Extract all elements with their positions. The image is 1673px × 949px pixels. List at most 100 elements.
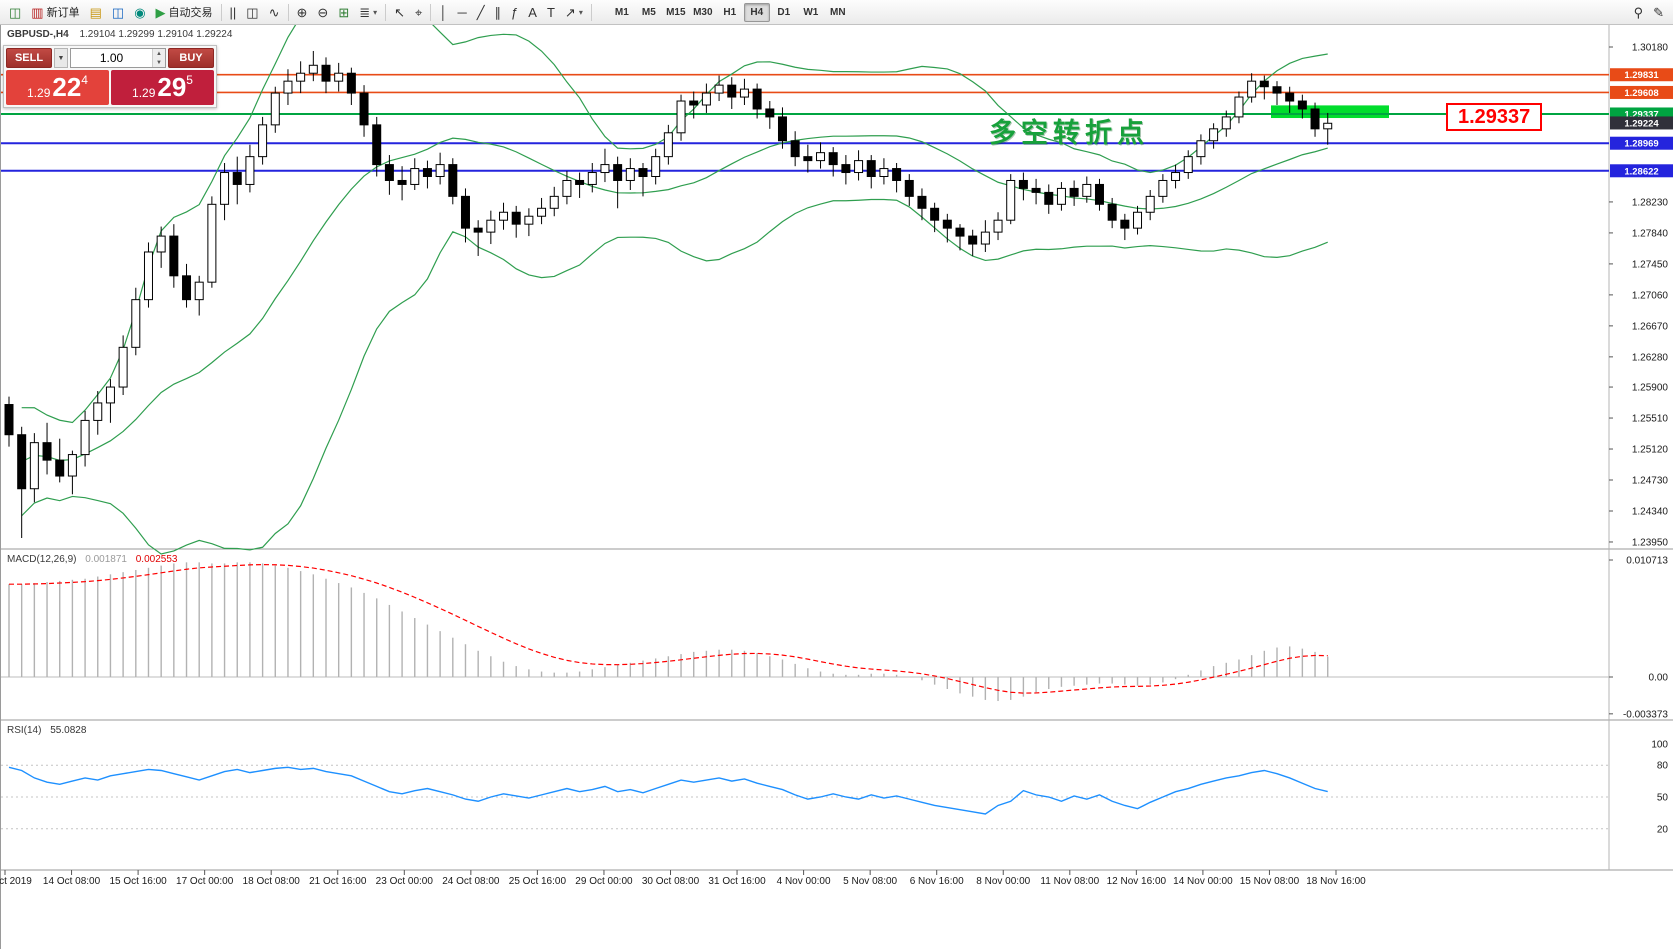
timeframe-H4[interactable]: H4: [743, 2, 770, 22]
label-button[interactable]: T: [546, 4, 555, 20]
profiles-icon[interactable]: ▤: [89, 4, 102, 20]
candle-body: [1056, 187, 1066, 205]
line-chart-button[interactable]: ∿: [268, 4, 280, 20]
bars-chart-button[interactable]: ||: [229, 4, 237, 20]
text-button[interactable]: A: [528, 4, 537, 20]
sell-price-box[interactable]: 1.29 22 4: [6, 70, 109, 105]
price-tag-label: 1.28622: [1624, 166, 1658, 177]
charts-window-icon[interactable]: ◫: [111, 4, 125, 20]
rsi-line: [8, 766, 1328, 815]
hline-button[interactable]: ─: [457, 4, 467, 20]
buy-price-big: 29: [157, 72, 187, 102]
buy-price-box[interactable]: 1.29 29 5: [111, 70, 214, 105]
price-tag: [1610, 85, 1673, 99]
candle-body: [270, 92, 280, 126]
autotrade-button[interactable]: ▶ 自动交易: [155, 4, 213, 20]
new-order-button[interactable]: ▥ 新订单: [31, 4, 80, 20]
timeframe-M30[interactable]: M30: [693, 6, 713, 18]
fibonacci-button[interactable]: ƒ: [511, 4, 519, 20]
search-icon[interactable]: ⚲: [1633, 4, 1644, 20]
timeframe-MN[interactable]: MN: [830, 6, 846, 18]
sell-price-sup: 4: [81, 73, 88, 87]
chart-canvas[interactable]: 1.30180 1.28230 1.27840 1.27450 1.27060 1.266…: [1, 25, 1673, 949]
candle-body: [1171, 172, 1181, 181]
indicators-button[interactable]: ≣ ▾: [359, 4, 378, 20]
zoom-out-button[interactable]: ⊖: [317, 4, 329, 20]
rsi-scale-label: 20: [1657, 824, 1669, 835]
price-scale-label: 1.27450: [1632, 259, 1669, 270]
candle-body: [169, 235, 179, 277]
candle-body: [182, 275, 192, 301]
candle-body: [232, 172, 242, 185]
time-label: 17 Oct 00:00: [176, 876, 234, 887]
candle-body: [1196, 140, 1206, 158]
candle-body: [397, 179, 407, 185]
candle-body: [689, 100, 699, 106]
crosshair-button[interactable]: ⌖: [415, 4, 423, 20]
buy-button[interactable]: BUY: [168, 48, 214, 68]
tile-windows-button[interactable]: ⊞: [338, 4, 350, 20]
timeframe-M1[interactable]: M1: [614, 6, 629, 18]
time-label: 15 Oct 16:00: [109, 876, 167, 887]
candle-body: [131, 299, 141, 348]
price-scale-label: 1.26670: [1632, 321, 1669, 332]
candle-body: [537, 207, 547, 217]
price-tag-label: 1.29831: [1624, 70, 1659, 81]
time-label: 14 Nov 00:00: [1173, 876, 1233, 887]
volume-down-button[interactable]: ▼: [153, 58, 165, 67]
price-scale-label: 1.24730: [1632, 476, 1669, 487]
candle-body: [790, 140, 800, 158]
sell-button[interactable]: SELL: [6, 48, 52, 68]
candle-body: [80, 419, 90, 456]
candle-body: [879, 168, 889, 178]
channel-button[interactable]: ∥: [494, 4, 502, 20]
macd-signal-value: 0.002553: [135, 554, 178, 565]
annotation-text: 多空转折点: [989, 118, 1149, 148]
candle-body: [1259, 80, 1269, 88]
time-label: 18 Nov 16:00: [1306, 876, 1366, 887]
edit-icon[interactable]: ✎: [1653, 4, 1664, 20]
zoom-in-button[interactable]: ⊕: [296, 4, 308, 20]
timeframe-W1[interactable]: W1: [803, 6, 819, 18]
time-label: 15 Nov 08:00: [1239, 876, 1300, 887]
timeframe-D1[interactable]: D1: [777, 6, 791, 18]
data-window-icon[interactable]: ◉: [134, 4, 146, 20]
trendline-button[interactable]: ╱: [476, 4, 485, 20]
cursor-button[interactable]: ↖: [394, 4, 406, 20]
macd-signal-line: [9, 563, 1328, 694]
volume-spinner: ▲ ▼: [152, 49, 165, 67]
volume-input[interactable]: [71, 49, 152, 67]
arrows-button[interactable]: ↗ ▾: [564, 4, 583, 20]
time-label: 25 Oct 16:00: [508, 876, 567, 887]
app-icon[interactable]: ◫: [9, 4, 22, 20]
candle-body: [1107, 203, 1117, 221]
time-axis[interactable]: 11 Oct 2019 14 Oct 08:00 15 Oct 16:00 17 Oc…: [0, 874, 1673, 892]
timeframe-H1[interactable]: H1: [723, 6, 737, 18]
candle-body: [1183, 156, 1193, 174]
buy-price-prefix: 1.29: [132, 86, 156, 100]
candle-body: [968, 235, 978, 245]
candle-body: [1145, 195, 1155, 213]
order-type-dropdown[interactable]: ▼: [54, 48, 68, 68]
toolbar-separator: [287, 3, 289, 21]
candle-body: [942, 219, 952, 229]
candle-body: [663, 132, 673, 158]
timeframe-M15[interactable]: M15: [666, 6, 686, 18]
candle-body: [1234, 96, 1244, 118]
rsi-scale-label: 80: [1657, 761, 1669, 772]
candle-body: [854, 160, 864, 174]
candle-body: [499, 211, 509, 221]
price-callout: 1.29337: [1446, 103, 1543, 131]
candle-body: [194, 281, 204, 301]
candle-body: [828, 152, 838, 166]
macd-name: MACD(12,26,9): [7, 554, 77, 565]
vline-button[interactable]: │: [439, 4, 448, 20]
time-label: 14 Oct 08:00: [42, 876, 101, 887]
timeframe-M5[interactable]: M5: [641, 6, 656, 18]
candles-chart-button[interactable]: ◫: [246, 4, 259, 20]
volume-up-button[interactable]: ▲: [153, 49, 165, 58]
macd-scale-label: 0.00: [1649, 673, 1669, 684]
rsi-scale-label: 100: [1651, 740, 1668, 751]
candle-body: [739, 88, 749, 98]
toolbar-separator: [220, 3, 222, 21]
